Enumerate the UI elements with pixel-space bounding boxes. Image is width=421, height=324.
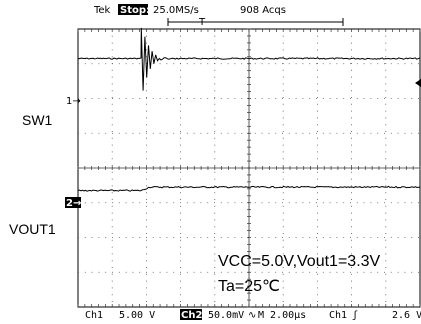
status-badge: Stop: (120, 5, 150, 16)
ch2-label: Ch2 (181, 310, 202, 321)
sample-rate: 25.0MS/s (153, 5, 199, 16)
sw1-trace (77, 27, 421, 91)
bandwidth-limit-icon: ∿ (248, 310, 256, 321)
ch2-label-bg (180, 309, 202, 320)
condition-line-1: VCC=5.0V,Vout1=3.3V (218, 253, 381, 270)
brand-label: Tek (93, 5, 111, 16)
trigger-level: 2.6 V (392, 310, 421, 321)
status-badge-bg (118, 4, 148, 15)
ch2-ground-marker: 2→ (66, 198, 81, 209)
acquisition-count: 908 Acqs (240, 5, 286, 16)
trigger-level-arrow (415, 79, 421, 87)
trigger-slope-icon: ʃ (352, 310, 358, 321)
vout1-trace (77, 185, 420, 192)
ch1-ground-marker: 1→ (66, 96, 81, 107)
ch1-label: Ch1 (85, 310, 103, 321)
ch2-scale: 50.0mV (208, 310, 244, 321)
condition-line-2: Ta=25℃ (218, 278, 280, 295)
ch2-ground-marker-bg (65, 197, 81, 208)
graticule (77, 28, 421, 308)
waveform-traces (77, 27, 421, 192)
record-bracket (167, 18, 344, 26)
ch1-scale: 5.00 V (119, 310, 155, 321)
sw1-label: SW1 (22, 112, 53, 128)
vout1-label: VOUT1 (9, 221, 56, 237)
trigger-position-marker: T (198, 17, 206, 28)
trigger-source: Ch1 (329, 310, 347, 321)
timebase: M 2.00µs (258, 310, 306, 321)
